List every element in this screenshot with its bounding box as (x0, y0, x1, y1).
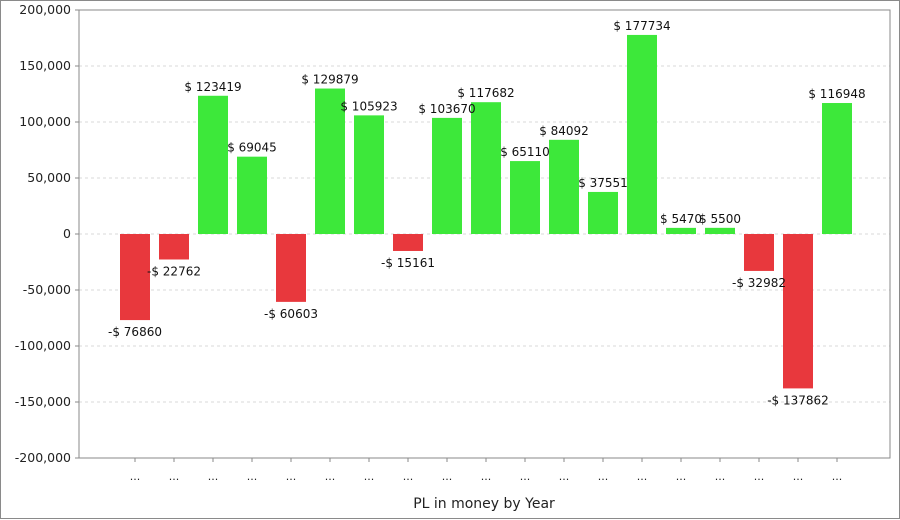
bar (276, 234, 306, 302)
bar (393, 234, 423, 251)
axis-layer: -200,000 -150,000 -100,000 -50,000 0 50,000 10… (15, 2, 891, 483)
bar-data-label: $ 65110 (500, 145, 550, 159)
bar (744, 234, 774, 271)
y-tick-label: 200,000 (19, 2, 71, 17)
bar-data-label: -$ 22762 (147, 264, 201, 278)
bar (354, 115, 384, 234)
y-tick-label: 0 (63, 226, 71, 241)
bar (198, 95, 228, 234)
bar (588, 191, 618, 234)
x-tick-label: ... (403, 470, 414, 483)
x-tick-label: ... (715, 470, 726, 483)
x-tick-label: ... (559, 470, 570, 483)
bar-data-label: $ 5470 (660, 212, 702, 226)
bar-data-label: $ 129879 (301, 73, 358, 87)
y-tick-label: -150,000 (15, 394, 71, 409)
x-tick-label: ... (442, 470, 453, 483)
bar (666, 227, 696, 234)
x-tick-label: ... (247, 470, 258, 483)
bar (705, 227, 735, 234)
bar-data-label: $ 177734 (613, 19, 670, 33)
x-axis-title: PL in money by Year (413, 496, 555, 512)
bar-data-label: -$ 60603 (264, 307, 318, 321)
x-tick-label: ... (481, 470, 492, 483)
bar-data-label: -$ 137862 (767, 393, 829, 407)
bar (120, 234, 150, 321)
bar-data-label: $ 105923 (340, 99, 397, 113)
x-tick-label: ... (637, 470, 648, 483)
bar-data-label: $ 69045 (227, 141, 277, 155)
bar-data-label: -$ 32982 (732, 276, 786, 290)
bar (432, 117, 462, 234)
y-tick-label: -50,000 (23, 282, 71, 297)
x-tick-label: ... (130, 470, 141, 483)
bar (315, 88, 345, 234)
y-tick-label: 50,000 (27, 170, 71, 185)
bar-data-label: $ 116948 (808, 87, 865, 101)
x-tick-label: ... (169, 470, 180, 483)
bar-data-label: $ 37551 (578, 176, 628, 190)
y-tick-label: 150,000 (19, 58, 71, 73)
x-tick-label: ... (520, 470, 531, 483)
bar (471, 102, 501, 234)
x-tick-label: ... (286, 470, 297, 483)
bar-data-label: $ 103670 (418, 102, 475, 116)
x-tick-label: ... (598, 470, 609, 483)
bar (510, 161, 540, 234)
x-tick-label: ... (325, 470, 336, 483)
y-tick-label: -100,000 (15, 338, 71, 353)
x-tick-label: ... (793, 470, 804, 483)
x-tick-label: ... (364, 470, 375, 483)
bar-data-label: -$ 76860 (108, 325, 162, 339)
x-tick-label: ... (208, 470, 219, 483)
bar (159, 234, 189, 260)
bar (627, 34, 657, 234)
x-tick-label: ... (754, 470, 765, 483)
bar-data-label: $ 117682 (457, 86, 514, 100)
bar-data-label: $ 123419 (184, 80, 241, 94)
bar-data-label: -$ 15161 (381, 256, 435, 270)
label-layer: -$ 76860 -$ 22762 $ 123419 $ 69045 -$ 60603 $… (108, 19, 866, 407)
y-tick-label: 100,000 (19, 114, 71, 129)
bar-data-label: $ 5500 (699, 212, 741, 226)
y-tick-label: -200,000 (15, 450, 71, 465)
bar (549, 139, 579, 234)
x-tick-label: ... (676, 470, 687, 483)
bar-data-label: $ 84092 (539, 124, 589, 138)
bar (783, 234, 813, 389)
bar (237, 156, 267, 234)
bar-layer (120, 34, 852, 389)
x-tick-label: ... (832, 470, 843, 483)
bar (822, 103, 852, 234)
